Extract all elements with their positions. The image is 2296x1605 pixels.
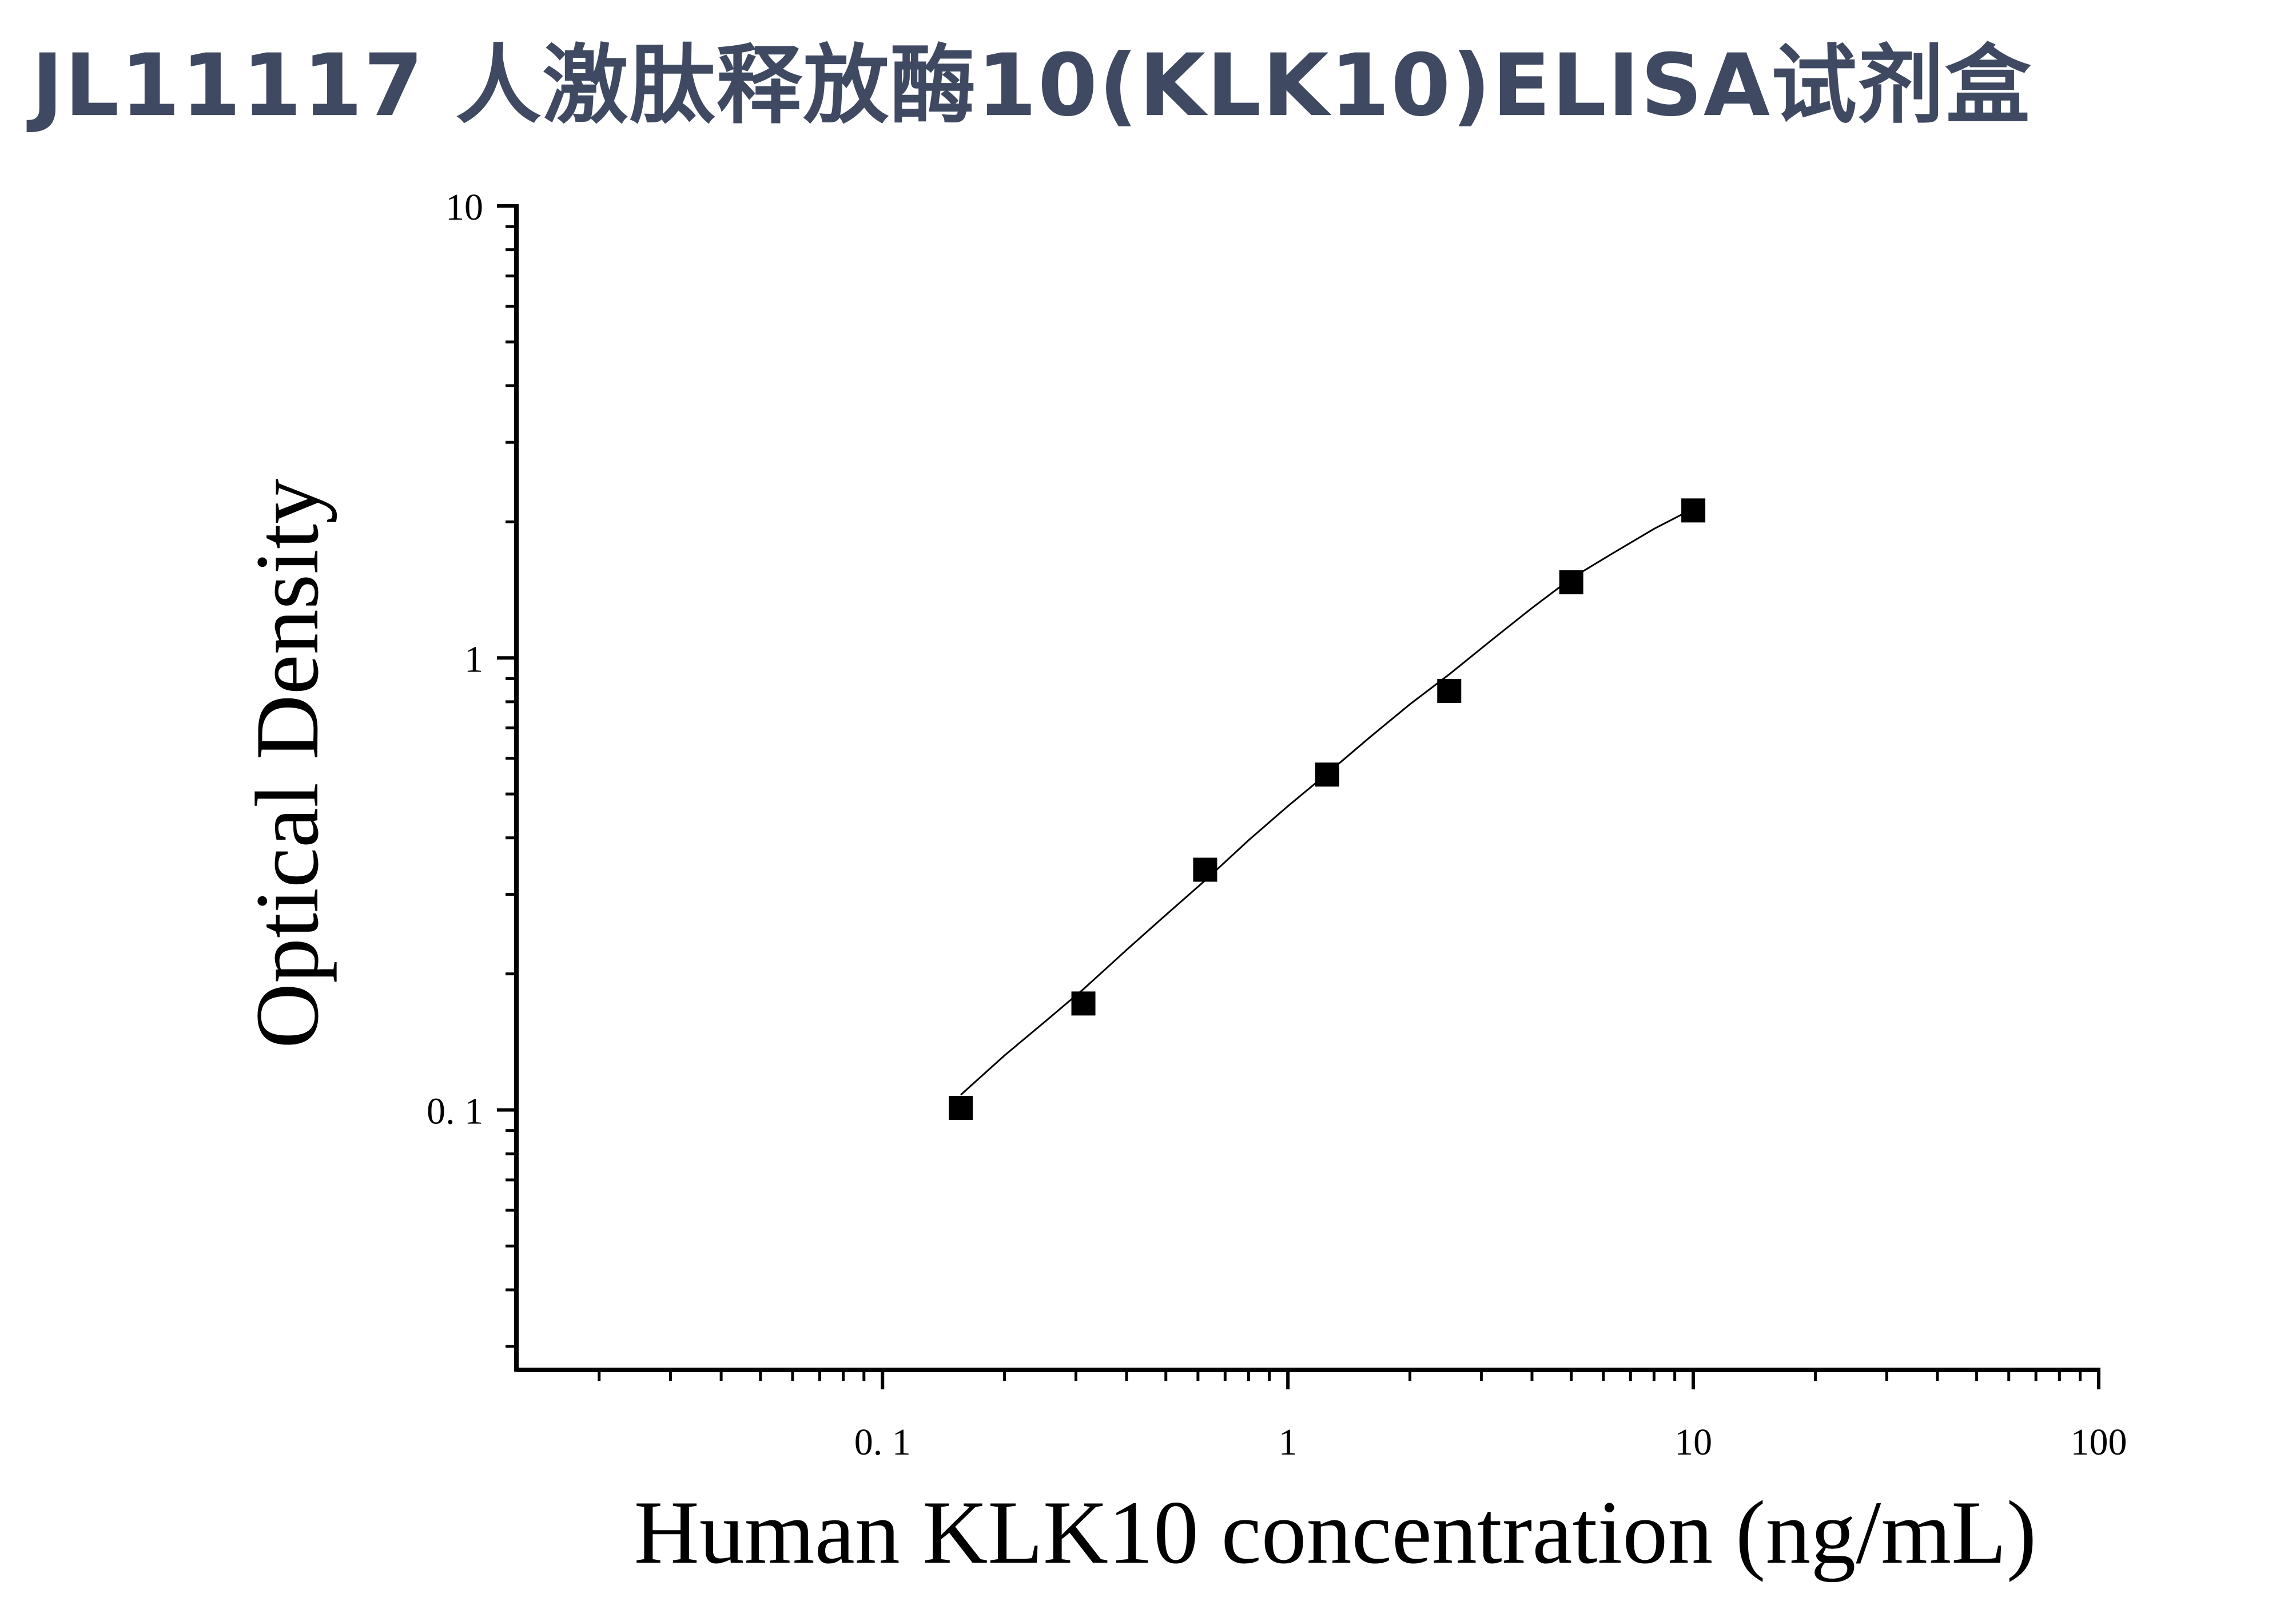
- y-tick-label: 0. 1: [427, 1091, 483, 1133]
- data-point: [1437, 679, 1462, 704]
- x-tick-label: 100: [2071, 1421, 2127, 1463]
- chart-title: JL11117 人激肽释放酶10(KLK10)ELISA试剂盒: [31, 36, 2032, 136]
- x-tick-label: 0. 1: [854, 1421, 911, 1463]
- x-axis-title: Human KLK10 concentration (ng/mL): [634, 1483, 2037, 1583]
- y-axis-title: Optical Density: [237, 479, 337, 1048]
- x-tick-label: 1: [1279, 1421, 1298, 1463]
- fit-curve: [960, 507, 1694, 1096]
- y-tick-label: 10: [445, 186, 483, 228]
- data-point: [1559, 570, 1583, 595]
- axis-tick-labels: 0. 1 1 10 100 0. 1 1 10: [427, 186, 2127, 1463]
- data-points: [949, 498, 1706, 1121]
- axes: [514, 204, 2100, 1372]
- data-point: [1193, 857, 1217, 882]
- data-point: [1315, 762, 1339, 787]
- data-point: [949, 1096, 973, 1121]
- y-tick-label: 1: [464, 638, 483, 680]
- data-point: [1681, 498, 1706, 523]
- x-tick-label: 10: [1674, 1421, 1712, 1463]
- data-point: [1071, 991, 1096, 1016]
- axis-ticks: [497, 204, 2100, 1389]
- fit-curve-group: [960, 507, 1694, 1096]
